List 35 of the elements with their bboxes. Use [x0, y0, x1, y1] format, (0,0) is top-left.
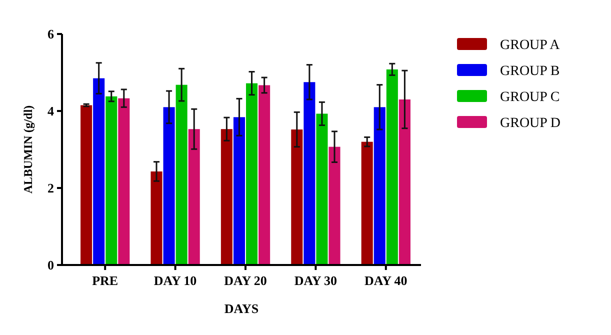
x-tick-label: DAY 30: [294, 273, 338, 288]
y-tick-label: 6: [48, 26, 54, 42]
y-tick-label: 0: [48, 258, 54, 273]
bar: [398, 99, 410, 265]
bar: [246, 83, 258, 265]
legend-label: GROUP D: [500, 116, 561, 131]
y-tick-label: 4: [48, 104, 54, 119]
x-tick-label: DAY 40: [364, 273, 408, 288]
bar: [106, 96, 118, 265]
legend-label: GROUP A: [500, 38, 561, 53]
bar: [361, 142, 373, 265]
y-axis-title: ALBUMIN (g/dl): [21, 105, 35, 194]
x-tick-label: DAY 20: [224, 273, 267, 288]
bar: [93, 78, 105, 265]
bar: [233, 117, 245, 265]
bar: [176, 84, 188, 265]
x-tick-label: PRE: [92, 273, 118, 288]
bar: [80, 105, 92, 265]
bar: [386, 69, 398, 265]
legend-label: GROUP C: [500, 90, 560, 105]
bar: [188, 129, 200, 265]
bar: [328, 146, 340, 265]
bar: [220, 129, 232, 265]
bar: [163, 107, 175, 265]
bar: [374, 107, 386, 265]
bar: [118, 98, 130, 265]
bar: [258, 85, 270, 265]
bar: [304, 82, 316, 265]
x-axis-title: DAYS: [224, 301, 259, 316]
x-tick-label: DAY 10: [154, 273, 197, 288]
bar: [291, 129, 303, 265]
bar: [150, 171, 162, 265]
y-tick-label: 2: [48, 180, 54, 196]
legend-label: GROUP B: [500, 64, 560, 79]
bar: [316, 114, 328, 265]
